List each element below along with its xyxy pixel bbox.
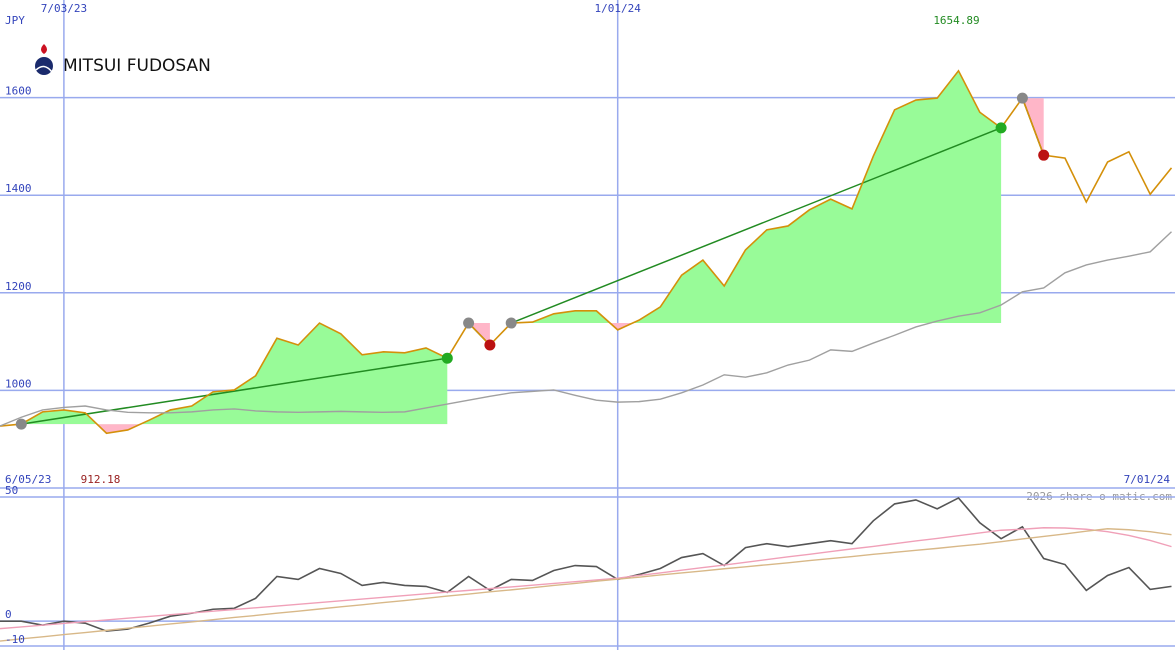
low-label: 912.18 [81, 473, 121, 486]
entry-marker [463, 317, 475, 329]
entry-marker [1016, 92, 1028, 104]
x-tick-label: 1/01/24 [595, 2, 642, 15]
entry-marker [505, 317, 517, 329]
exit-marker [484, 339, 496, 351]
start-date: 6/05/23 [5, 473, 51, 486]
entry-marker [15, 418, 27, 430]
series-line [0, 528, 1172, 642]
y-tick-label: 1200 [5, 280, 32, 293]
y-tick-label: 1400 [5, 182, 32, 195]
loss-fill [21, 424, 448, 434]
series-line [0, 231, 1172, 427]
trade-line [510, 127, 1002, 324]
exit-marker [1038, 149, 1050, 161]
unit-label: JPY [5, 14, 25, 27]
plot [0, 69, 1175, 435]
exit-marker [995, 122, 1007, 134]
high-label: 1654.89 [933, 14, 979, 27]
series-line [0, 527, 1172, 630]
series-line [0, 496, 1172, 632]
y-tick-label: 50 [5, 484, 18, 497]
series-line [0, 69, 1173, 435]
logo-text: MITSUI FUDOSAN [63, 56, 211, 76]
y-tick-label: -10 [5, 633, 25, 646]
y-tick-label: 1000 [5, 377, 32, 390]
plot [0, 496, 1175, 647]
exit-marker [441, 352, 453, 364]
gain-fill [21, 323, 448, 425]
x-tick-label: 7/03/23 [41, 2, 87, 15]
trade-line [21, 357, 448, 425]
y-tick-label: 1600 [5, 85, 32, 98]
gain-fill [511, 70, 1002, 324]
logo [35, 44, 53, 75]
end-date: 7/01/24 [1124, 473, 1171, 486]
y-tick-label: 0 [5, 608, 12, 621]
